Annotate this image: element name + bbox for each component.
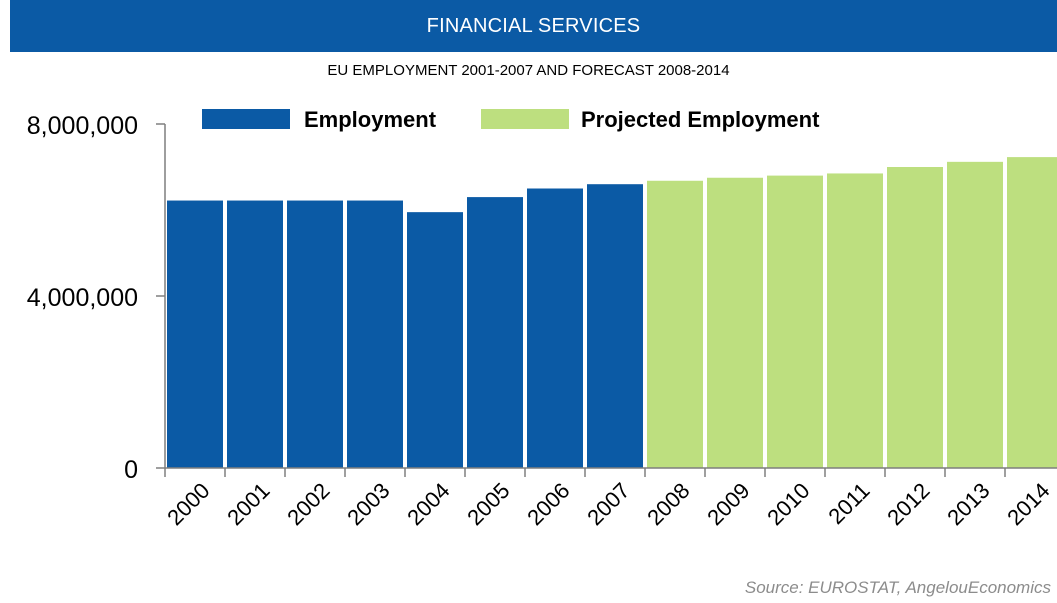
bar-2007 xyxy=(587,184,643,468)
bar-2001 xyxy=(227,200,283,469)
x-tick-label: 2009 xyxy=(702,478,754,530)
legend: Employment Projected Employment xyxy=(202,107,820,132)
x-tick-label: 2013 xyxy=(942,478,994,530)
legend-swatch xyxy=(481,109,569,129)
legend-label: Projected Employment xyxy=(581,107,820,132)
bar-2011 xyxy=(827,173,883,468)
x-tick-label: 2011 xyxy=(823,478,874,529)
chart-subtitle: EU EMPLOYMENT 2001-2007 AND FORECAST 200… xyxy=(327,62,730,79)
legend-label: Employment xyxy=(304,107,437,132)
y-tick-label: 8,000,000 xyxy=(27,112,138,140)
bar-2010 xyxy=(767,175,823,468)
y-tick-label: 0 xyxy=(124,456,138,484)
legend-swatch xyxy=(202,109,290,129)
bar-2002 xyxy=(287,200,343,469)
bar-2014 xyxy=(1007,157,1057,469)
bar-2003 xyxy=(347,200,403,469)
x-tick-label: 2010 xyxy=(762,478,814,530)
x-tick-label: 2001 xyxy=(222,478,274,530)
bar-2006 xyxy=(527,188,583,468)
x-tick-label: 2008 xyxy=(642,478,694,530)
bars-group xyxy=(167,157,1057,469)
bar-2004 xyxy=(407,212,463,468)
chart-title: FINANCIAL SERVICES xyxy=(426,14,641,37)
x-tick-label: 2012 xyxy=(882,478,934,530)
bar-2012 xyxy=(887,167,943,468)
x-tick-label: 2003 xyxy=(342,478,394,530)
y-tick-label: 4,000,000 xyxy=(27,284,138,312)
chart-title-bar: FINANCIAL SERVICES xyxy=(10,0,1057,52)
x-tick-label: 2014 xyxy=(1002,478,1054,530)
bar-2013 xyxy=(947,161,1003,468)
x-tick-label: 2002 xyxy=(282,478,334,530)
x-tick-label: 2004 xyxy=(402,478,454,530)
x-tick-label: 2000 xyxy=(162,478,214,530)
bar-2008 xyxy=(647,180,703,468)
bar-2009 xyxy=(707,177,763,468)
source-note: Source: EUROSTAT, AngelouEconomics xyxy=(744,578,1051,597)
bar-2005 xyxy=(467,197,523,468)
x-tick-label: 2005 xyxy=(462,478,514,530)
x-tick-label: 2007 xyxy=(582,478,634,530)
bar-2000 xyxy=(167,200,223,469)
x-tick-label: 2006 xyxy=(522,478,574,530)
